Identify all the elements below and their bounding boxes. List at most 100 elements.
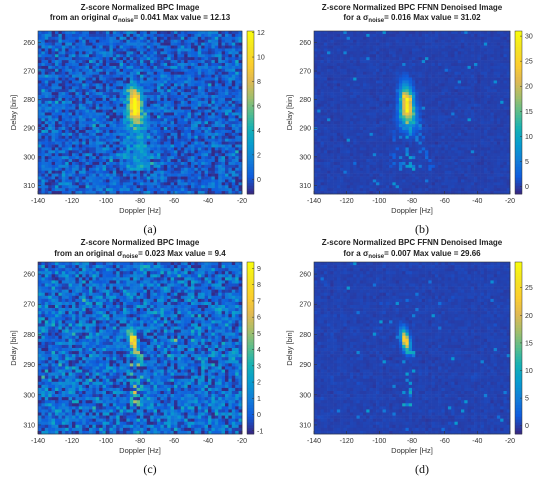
heatmap-cell xyxy=(112,124,117,128)
heatmap-cell xyxy=(231,188,236,192)
heatmap-cell xyxy=(218,106,222,110)
heatmap-cell xyxy=(109,147,114,151)
heatmap-cell xyxy=(194,112,199,116)
heatmap-cell xyxy=(85,92,90,96)
heatmap-cell xyxy=(177,106,182,110)
heatmap-cell xyxy=(184,164,188,169)
heatmap-cell xyxy=(146,31,151,35)
colorbar-segment xyxy=(247,177,254,181)
heatmap-cell xyxy=(431,83,436,87)
heatmap-cell xyxy=(89,36,93,41)
heatmap-cell xyxy=(379,51,383,55)
heatmap-cell xyxy=(385,83,390,87)
heatmap-cell xyxy=(72,112,76,116)
heatmap-cell xyxy=(180,185,185,189)
heatmap-cell xyxy=(444,42,449,46)
heatmap-cell xyxy=(72,161,76,166)
heatmap-cell xyxy=(106,86,110,90)
heatmap-cell xyxy=(51,97,56,102)
heatmap-cell xyxy=(231,176,236,180)
heatmap-cell xyxy=(180,127,185,131)
heatmap-cell xyxy=(225,97,229,102)
heatmap-cell xyxy=(204,57,209,61)
heatmap-cell xyxy=(187,103,192,107)
heatmap-cell xyxy=(447,68,452,73)
heatmap-cell xyxy=(72,54,76,58)
heatmap-cell xyxy=(340,89,344,93)
heatmap-cell xyxy=(359,89,364,93)
heatmap-cell xyxy=(78,95,83,99)
heatmap-cell xyxy=(150,51,154,55)
heatmap-cell xyxy=(231,57,236,61)
heatmap-cell xyxy=(143,182,148,186)
heatmap-cell xyxy=(140,153,144,157)
heatmap-cell xyxy=(119,188,124,192)
heatmap-cell xyxy=(191,36,195,41)
heatmap-cell xyxy=(231,65,236,70)
heatmap-cell xyxy=(48,173,52,177)
heatmap-cell xyxy=(441,65,445,70)
heatmap-cell xyxy=(336,83,341,87)
heatmap-cell xyxy=(340,80,344,84)
heatmap-cell xyxy=(228,36,233,41)
heatmap-cell xyxy=(204,191,209,195)
heatmap-cell xyxy=(228,92,233,96)
heatmap-cell xyxy=(231,164,236,169)
heatmap-cell xyxy=(160,106,165,110)
heatmap-cell xyxy=(146,68,151,73)
heatmap-cell xyxy=(177,115,182,119)
heatmap-cell xyxy=(330,31,334,35)
heatmap-cell xyxy=(163,48,168,52)
heatmap-cell xyxy=(89,100,93,105)
heatmap-cell xyxy=(333,48,338,52)
heatmap-cell xyxy=(146,45,151,49)
heatmap-cell xyxy=(157,144,161,148)
heatmap-cell xyxy=(197,153,202,157)
heatmap-cell xyxy=(95,144,100,148)
heatmap-cell xyxy=(398,77,403,81)
heatmap-cell xyxy=(95,83,100,87)
heatmap-cell xyxy=(398,89,403,93)
colorbar-segment xyxy=(247,134,254,138)
heatmap-cell xyxy=(221,92,226,96)
heatmap-cell xyxy=(369,63,374,67)
heatmap-cell xyxy=(129,141,134,145)
heatmap-cell xyxy=(55,31,59,35)
heatmap-cell xyxy=(102,45,107,49)
heatmap-cell xyxy=(323,77,328,81)
heatmap-cell xyxy=(408,95,413,99)
heatmap-cell xyxy=(180,83,185,87)
heatmap-cell xyxy=(65,135,69,139)
heatmap-cell xyxy=(184,42,188,46)
heatmap-cell xyxy=(194,42,199,46)
heatmap-cell xyxy=(99,60,103,64)
heatmap-cell xyxy=(214,31,219,35)
heatmap-cell xyxy=(238,185,243,189)
heatmap-cell xyxy=(474,92,478,96)
heatmap-cell xyxy=(500,83,504,87)
heatmap-cell xyxy=(65,68,69,73)
heatmap-cell xyxy=(356,36,361,41)
heatmap-cell xyxy=(119,164,124,169)
heatmap-cell xyxy=(204,161,209,166)
heatmap-cell xyxy=(402,86,406,90)
heatmap-cell xyxy=(363,45,367,49)
heatmap-cell xyxy=(68,185,73,189)
heatmap-cell xyxy=(314,63,318,67)
heatmap-cell xyxy=(48,150,52,154)
heatmap-cell xyxy=(109,159,114,163)
heatmap-cell xyxy=(395,92,400,96)
heatmap-cell xyxy=(204,150,209,154)
colorbar-segment xyxy=(247,161,254,165)
heatmap-cell xyxy=(177,153,182,157)
heatmap-cell xyxy=(191,153,195,157)
heatmap-cell xyxy=(231,92,236,96)
heatmap-cell xyxy=(167,112,171,116)
heatmap-cell xyxy=(238,97,243,102)
heatmap-cell xyxy=(61,33,66,38)
heatmap-cell xyxy=(136,31,141,35)
heatmap-cell xyxy=(201,77,205,81)
heatmap-cell xyxy=(150,54,154,58)
heatmap-cell xyxy=(197,132,202,137)
heatmap-cell xyxy=(65,156,69,160)
